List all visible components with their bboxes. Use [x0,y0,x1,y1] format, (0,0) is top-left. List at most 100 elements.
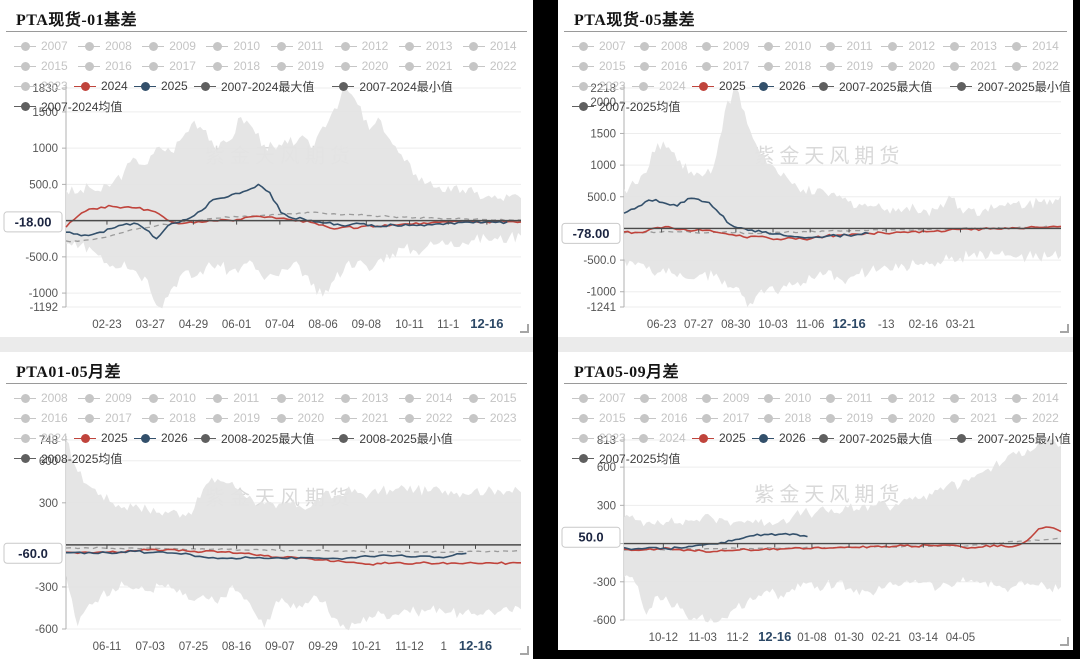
resize-handle-icon[interactable] [1060,637,1069,646]
legend-item-2019[interactable]: 2019 [819,411,882,425]
legend-item-2019[interactable]: 2019 [270,59,335,73]
legend-item-2017[interactable]: 2017 [78,411,142,425]
series-marker-icon [692,433,714,443]
legend-item-2021[interactable]: 2021 [398,59,463,73]
legend-item-2008-2025最大值[interactable]: 2008-2025最大值 [194,430,314,447]
legend-item-2020[interactable]: 2020 [270,411,335,425]
legend-item-2020[interactable]: 2020 [881,59,943,73]
legend-item-2026[interactable]: 2026 [752,79,812,93]
legend-item-2022[interactable]: 2022 [1005,411,1067,425]
resize-handle-icon[interactable] [520,324,529,333]
resize-handle-icon[interactable] [1060,324,1069,333]
legend-item-2009[interactable]: 2009 [695,391,758,405]
legend-item-2018[interactable]: 2018 [757,59,820,73]
legend-item-2022[interactable]: 2022 [398,411,463,425]
legend-item-2017[interactable]: 2017 [695,411,758,425]
legend-item-2023[interactable]: 2023 [572,431,632,445]
legend-item-2014[interactable]: 2014 [1005,391,1067,405]
legend-item-2013[interactable]: 2013 [334,391,399,405]
legend-item-2008-2025最小值[interactable]: 2008-2025最小值 [332,430,453,447]
legend-item-2009[interactable]: 2009 [695,39,758,53]
legend-item-2026[interactable]: 2026 [752,431,812,445]
legend-item-2009[interactable]: 2009 [142,39,206,53]
legend-item-2007-2024均值[interactable]: 2007-2024均值 [14,98,122,115]
legend-item-2021[interactable]: 2021 [943,411,1005,425]
legend-item-2008[interactable]: 2008 [14,391,78,405]
legend-item-2015[interactable]: 2015 [572,59,634,73]
legend-item-2016[interactable]: 2016 [633,411,696,425]
legend-item-2017[interactable]: 2017 [695,59,758,73]
legend-item-2022[interactable]: 2022 [1005,59,1067,73]
legend-item-2013[interactable]: 2013 [398,39,463,53]
legend-item-2024[interactable]: 2024 [632,79,692,93]
legend-item-2012[interactable]: 2012 [334,39,399,53]
legend-item-2025[interactable]: 2025 [74,431,134,445]
legend-item-2007-2025最大值[interactable]: 2007-2025最大值 [812,78,932,95]
legend-item-2010[interactable]: 2010 [142,391,206,405]
legend-item-2023[interactable]: 2023 [462,411,527,425]
legend-item-2020[interactable]: 2020 [334,59,399,73]
legend-item-2026[interactable]: 2026 [134,431,194,445]
legend-item-2010[interactable]: 2010 [206,39,270,53]
legend-item-2023[interactable]: 2023 [14,79,74,93]
legend-item-2007-2025均值[interactable]: 2007-2025均值 [572,450,680,467]
legend-item-2007[interactable]: 2007 [572,39,634,53]
legend-item-2007-2024最大值[interactable]: 2007-2024最大值 [194,78,314,95]
legend-item-2008[interactable]: 2008 [78,39,142,53]
legend-item-2014[interactable]: 2014 [398,391,463,405]
chart-canvas[interactable]: 2218 2000 1500 1000 500.0 -500.0 -1000 -1241 紫金天… [558,78,1073,337]
legend-item-2010[interactable]: 2010 [757,391,820,405]
legend-item-2012[interactable]: 2012 [270,391,335,405]
legend-item-2008-2025均值[interactable]: 2008-2025均值 [14,450,122,467]
legend-item-2018[interactable]: 2018 [142,411,206,425]
legend-item-2025[interactable]: 2025 [134,79,194,93]
legend-item-2022[interactable]: 2022 [462,59,527,73]
legend-item-2007-2025最大值[interactable]: 2007-2025最大值 [812,430,932,447]
legend-item-2016[interactable]: 2016 [78,59,142,73]
legend-item-2011[interactable]: 2011 [819,39,882,53]
legend-item-2012[interactable]: 2012 [881,391,943,405]
legend-item-2014[interactable]: 2014 [462,39,527,53]
legend-item-2007-2024最小值[interactable]: 2007-2024最小值 [332,78,453,95]
legend-item-2007[interactable]: 2007 [14,39,78,53]
legend-item-2023[interactable]: 2023 [572,79,632,93]
legend-item-2017[interactable]: 2017 [142,59,206,73]
legend-item-2019[interactable]: 2019 [206,411,270,425]
legend-item-2011[interactable]: 2011 [206,391,270,405]
legend-item-2014[interactable]: 2014 [1005,39,1067,53]
y-tick-label: -300 [35,582,58,594]
legend-item-2013[interactable]: 2013 [943,391,1005,405]
chart-canvas[interactable]: 8136003000.00-300-600紫金天风期货10-1211-0311-… [558,430,1073,650]
legend-item-2015[interactable]: 2015 [14,59,78,73]
legend-item-2015[interactable]: 2015 [462,391,527,405]
legend-item-2008[interactable]: 2008 [633,39,696,53]
legend-item-2011[interactable]: 2011 [270,39,335,53]
legend-item-2012[interactable]: 2012 [881,39,943,53]
legend-item-2021[interactable]: 2021 [334,411,399,425]
legend-item-2015[interactable]: 2015 [572,411,634,425]
legend-item-2007[interactable]: 2007 [572,391,634,405]
legend-item-2016[interactable]: 2016 [14,411,78,425]
legend-item-2008[interactable]: 2008 [633,391,696,405]
legend-item-2018[interactable]: 2018 [757,411,820,425]
legend-item-2019[interactable]: 2019 [819,59,882,73]
legend-item-2013[interactable]: 2013 [943,39,1005,53]
legend-item-2010[interactable]: 2010 [757,39,820,53]
legend-item-2007-2025均值[interactable]: 2007-2025均值 [572,98,680,115]
chart-canvas[interactable]: 183015001000500.0-500.0-1000-1192紫金天风期货0… [0,78,533,337]
legend-item-2024[interactable]: 2024 [632,431,692,445]
legend-item-2024[interactable]: 2024 [74,79,134,93]
legend-item-2021[interactable]: 2021 [943,59,1005,73]
legend-item-2007-2025最小值[interactable]: 2007-2025最小值 [950,78,1071,95]
legend-item-2011[interactable]: 2011 [819,391,882,405]
legend-item-2025[interactable]: 2025 [692,79,752,93]
legend-item-2024[interactable]: 2024 [14,431,74,445]
legend-item-2025[interactable]: 2025 [692,431,752,445]
legend-item-2018[interactable]: 2018 [206,59,270,73]
legend-item-2007-2025最小值[interactable]: 2007-2025最小值 [950,430,1071,447]
legend-item-2009[interactable]: 2009 [78,391,142,405]
resize-handle-icon[interactable] [520,646,529,655]
legend-item-2020[interactable]: 2020 [881,411,943,425]
legend-item-2016[interactable]: 2016 [633,59,696,73]
